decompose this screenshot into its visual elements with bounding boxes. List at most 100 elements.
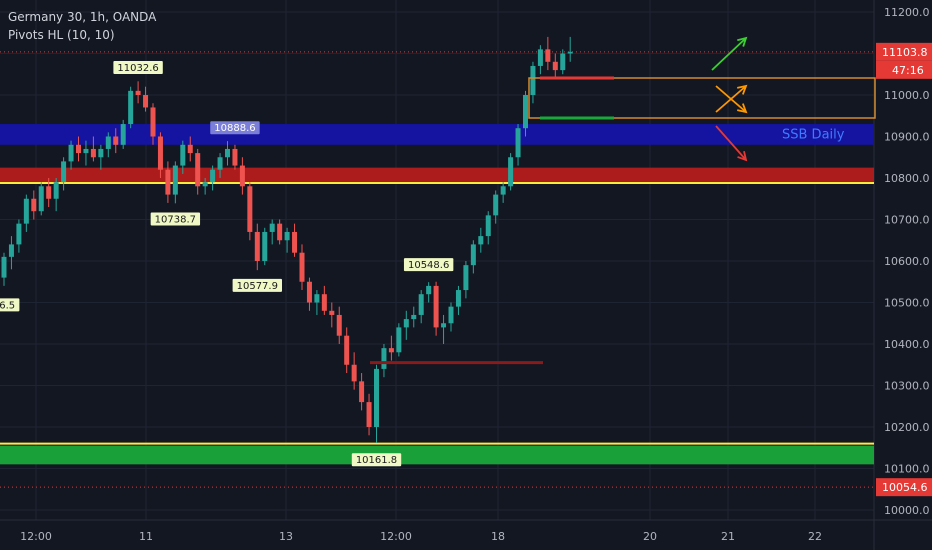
candle-body[interactable] bbox=[321, 294, 327, 311]
resistance-band[interactable] bbox=[0, 167, 874, 183]
current-price-badge-bg bbox=[876, 42, 932, 61]
candle-body[interactable] bbox=[210, 169, 216, 183]
candle-body[interactable] bbox=[239, 165, 245, 187]
candle-body[interactable] bbox=[53, 182, 59, 199]
support-band[interactable] bbox=[0, 445, 874, 465]
candle-body[interactable] bbox=[202, 182, 208, 187]
candle-body[interactable] bbox=[344, 335, 350, 365]
candle-body[interactable] bbox=[217, 157, 223, 170]
symbol-title[interactable]: Germany 30, 1h, OANDA bbox=[8, 10, 157, 24]
low-price-badge-bg bbox=[876, 478, 932, 497]
candle-body[interactable] bbox=[366, 402, 372, 427]
candle-body[interactable] bbox=[374, 368, 379, 427]
y-tick-label: 11200.0 bbox=[884, 6, 930, 19]
candle-body[interactable] bbox=[225, 148, 230, 158]
candle-body[interactable] bbox=[143, 95, 149, 108]
pivot-label: 10738.7 bbox=[155, 215, 196, 226]
candle-body[interactable] bbox=[485, 215, 491, 237]
candle-body[interactable] bbox=[90, 148, 96, 158]
y-tick-label: 10500.0 bbox=[884, 297, 930, 310]
x-tick-label: 12:00 bbox=[20, 530, 52, 543]
candle-body[interactable] bbox=[262, 231, 268, 261]
candle-body[interactable] bbox=[247, 186, 253, 232]
candle-body[interactable] bbox=[336, 314, 342, 336]
candle-body[interactable] bbox=[329, 310, 335, 315]
candle-body[interactable] bbox=[157, 136, 163, 170]
candle-body[interactable] bbox=[381, 348, 387, 369]
candle-body[interactable] bbox=[306, 281, 312, 303]
candle-body[interactable] bbox=[23, 198, 29, 224]
candle-body[interactable] bbox=[470, 244, 476, 266]
candle-body[interactable] bbox=[448, 306, 454, 324]
candle-body[interactable] bbox=[478, 236, 484, 245]
candle-body[interactable] bbox=[537, 49, 543, 66]
candle-body[interactable] bbox=[1, 256, 7, 278]
candle-body[interactable] bbox=[523, 95, 528, 129]
candle-body[interactable] bbox=[113, 136, 119, 145]
range-box[interactable] bbox=[528, 77, 876, 119]
candle-body[interactable] bbox=[61, 161, 67, 183]
candle-body[interactable] bbox=[359, 381, 365, 403]
candle-body[interactable] bbox=[292, 231, 298, 253]
candle-body[interactable] bbox=[31, 198, 37, 212]
candle-body[interactable] bbox=[388, 348, 394, 353]
candle-body[interactable] bbox=[254, 231, 260, 261]
pivot-label-box bbox=[0, 298, 20, 312]
pivot-label-box bbox=[232, 278, 282, 292]
candle-body[interactable] bbox=[195, 153, 201, 187]
y-tick-label: 10300.0 bbox=[884, 380, 930, 393]
x-tick-label: 20 bbox=[643, 530, 657, 543]
candle-body[interactable] bbox=[426, 285, 432, 295]
candle-body[interactable] bbox=[180, 144, 186, 166]
candle-body[interactable] bbox=[441, 323, 447, 328]
candle-body[interactable] bbox=[299, 252, 305, 282]
candle-body[interactable] bbox=[232, 148, 238, 166]
candle-body[interactable] bbox=[411, 314, 417, 320]
candle-body[interactable] bbox=[552, 61, 558, 71]
candle-body[interactable] bbox=[493, 194, 499, 216]
candle-body[interactable] bbox=[76, 144, 81, 154]
candle-body[interactable] bbox=[515, 128, 521, 158]
candle-body[interactable] bbox=[403, 319, 409, 328]
candle-body[interactable] bbox=[120, 124, 126, 145]
candle-body[interactable] bbox=[128, 90, 134, 125]
candle-body[interactable] bbox=[269, 223, 275, 232]
candle-body[interactable] bbox=[46, 186, 52, 199]
candle-body[interactable] bbox=[277, 223, 283, 241]
candle-body[interactable] bbox=[83, 148, 89, 154]
candle-body[interactable] bbox=[396, 327, 402, 353]
pivot-label: 10161.8 bbox=[356, 455, 397, 466]
candle-body[interactable] bbox=[16, 223, 22, 245]
candle-body[interactable] bbox=[500, 186, 506, 195]
arrow-side-up-head bbox=[737, 84, 748, 95]
candle-body[interactable] bbox=[314, 294, 320, 303]
candle-body[interactable] bbox=[172, 165, 178, 195]
candle-body[interactable] bbox=[463, 265, 469, 291]
candle-body[interactable] bbox=[68, 144, 74, 162]
candle-body[interactable] bbox=[135, 90, 141, 95]
candle-body[interactable] bbox=[560, 53, 566, 71]
candle-body[interactable] bbox=[98, 148, 104, 158]
candle-body[interactable] bbox=[150, 107, 156, 137]
candle-body[interactable] bbox=[38, 186, 44, 212]
candle-body[interactable] bbox=[508, 157, 514, 187]
candle-body[interactable] bbox=[545, 49, 551, 62]
candle-body[interactable] bbox=[105, 136, 111, 149]
candle-body[interactable] bbox=[433, 285, 439, 328]
candle-body[interactable] bbox=[284, 231, 290, 241]
candle-body[interactable] bbox=[8, 244, 14, 257]
candle-body[interactable] bbox=[418, 294, 424, 315]
chart-header: Germany 30, 1h, OANDA Pivots HL (10, 10) bbox=[8, 8, 156, 44]
y-tick-label: 10800.0 bbox=[884, 172, 930, 185]
candle-body[interactable] bbox=[530, 65, 536, 95]
candle-body[interactable] bbox=[351, 364, 357, 382]
y-tick-label: 10700.0 bbox=[884, 214, 930, 227]
indicator-legend[interactable]: Pivots HL (10, 10) bbox=[8, 28, 115, 42]
x-tick-label: 22 bbox=[808, 530, 822, 543]
pivot-label-box bbox=[351, 453, 402, 467]
candle-body[interactable] bbox=[567, 51, 573, 54]
candle-body[interactable] bbox=[165, 169, 171, 195]
candle-body[interactable] bbox=[187, 144, 193, 154]
candle-body[interactable] bbox=[455, 290, 461, 307]
